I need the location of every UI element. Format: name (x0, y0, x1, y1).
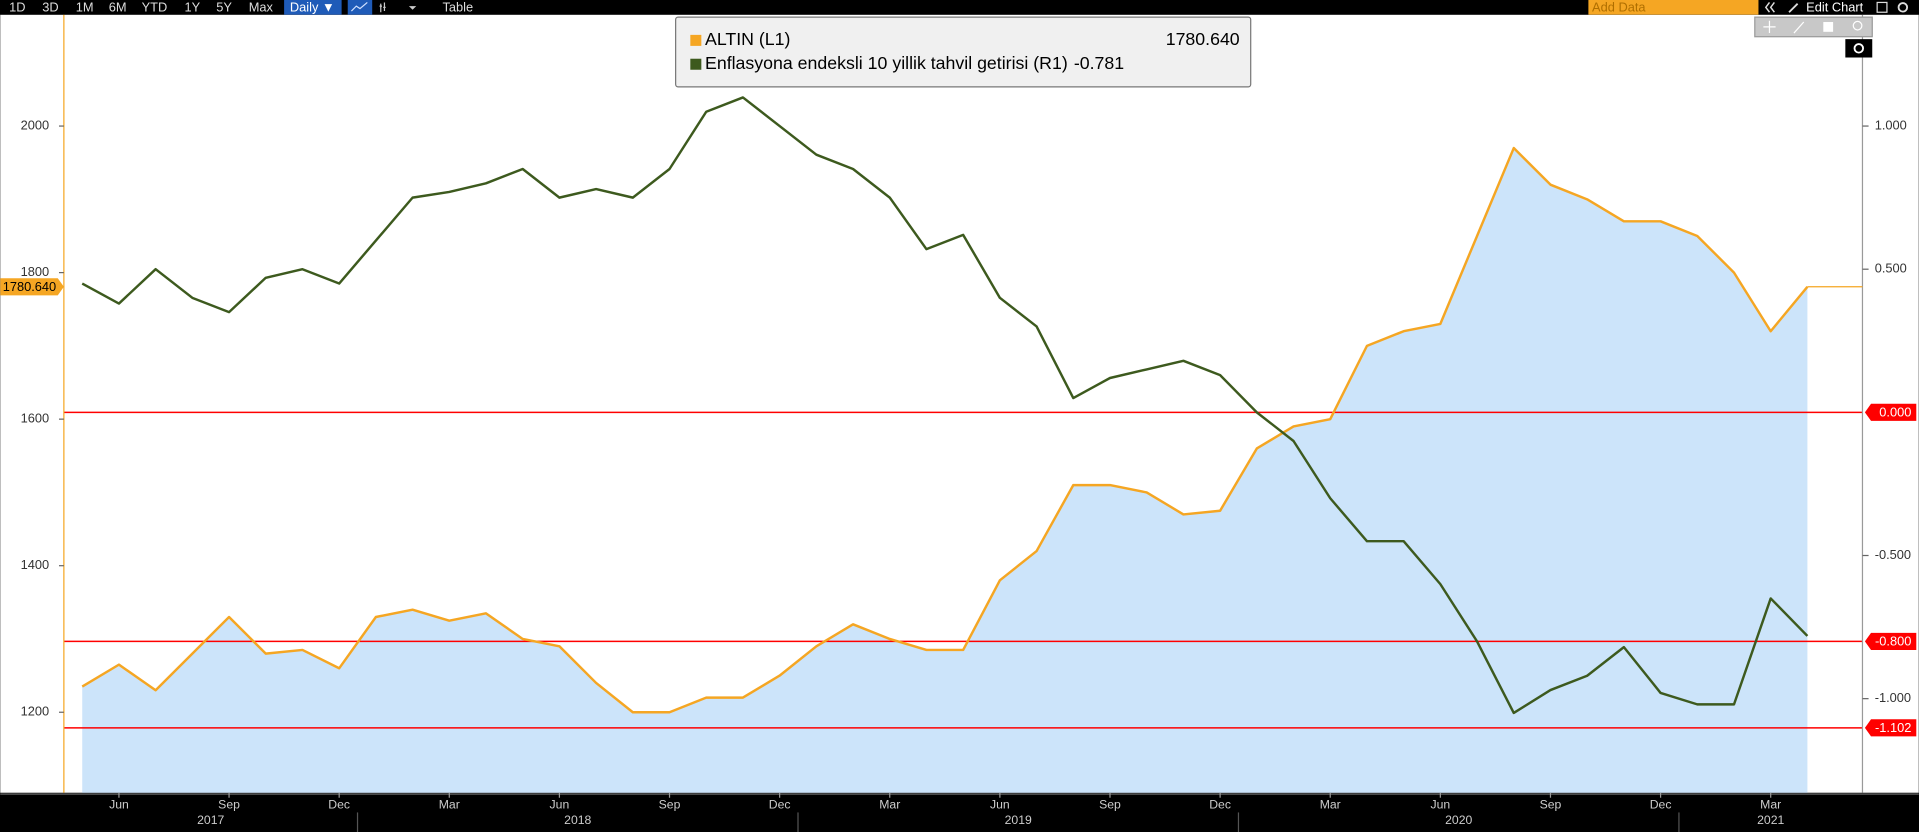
x-tick-label: Sep (1099, 797, 1121, 811)
x-year-label: 2020 (1445, 813, 1472, 827)
x-tick-label: Sep (659, 797, 681, 811)
area (82, 148, 1808, 793)
annotate-tool[interactable] (1823, 22, 1834, 32)
legend: ALTIN (L1) 1780.640 Enflasyona endeksli 10… (675, 16, 1252, 88)
x-tick-label: Mar (1760, 797, 1781, 811)
range-button[interactable]: 6M (109, 0, 127, 14)
tool-strip (1754, 16, 1873, 38)
last-value-tag (0, 278, 64, 296)
range-button[interactable]: Max (249, 0, 274, 14)
reference-label: 0.000 (1879, 404, 1911, 419)
line-icon (350, 1, 368, 12)
range-button[interactable]: 5Y (216, 0, 232, 14)
x-tick-label: Jun (990, 797, 1010, 811)
range-button[interactable]: 1Y (184, 0, 200, 14)
range-button[interactable]: 1D (9, 0, 25, 14)
x-tick-label: Sep (1540, 797, 1562, 811)
legend-box (675, 16, 1252, 88)
x-tick-label: Jun (550, 797, 570, 811)
reference-label: -1.102 (1875, 720, 1911, 735)
x-tick-label: Sep (218, 797, 240, 811)
x-year-label: 2019 (1005, 813, 1032, 827)
plot-area (63, 96, 1863, 793)
draw-tool[interactable] (1793, 21, 1805, 34)
chart-tools (1754, 16, 1873, 58)
edit-icon[interactable] (1876, 1, 1888, 13)
collapse-icon[interactable] (1764, 2, 1775, 13)
x-tick-label: Dec (1209, 797, 1231, 811)
x-tick-label: Dec (1650, 797, 1672, 811)
pencil-icon[interactable] (1788, 3, 1799, 13)
legend-value: -0.781 (1074, 53, 1124, 73)
reference-label: -0.800 (1875, 633, 1911, 648)
crosshair-tool[interactable] (1763, 20, 1776, 34)
y2-tick-label: -1.000 (1875, 690, 1911, 705)
x-tick-label: Mar (1320, 797, 1341, 811)
y-tick-label: 1800 (21, 264, 50, 279)
range-button[interactable]: 1M (76, 0, 94, 14)
series-line (81, 96, 1809, 715)
add-data-placeholder[interactable]: Add Data (1592, 0, 1646, 14)
add-data-input[interactable] (1588, 0, 1759, 15)
x-tick-label: Dec (769, 797, 791, 811)
y2-tick-label: 0.500 (1875, 261, 1907, 276)
x-year-label: 2021 (1757, 813, 1784, 827)
zoom-tool[interactable] (1852, 20, 1863, 31)
y2-tick-label: 1.000 (1875, 117, 1907, 132)
x-year-label: 2018 (564, 813, 591, 827)
toolbar: 1D 3D 1M 6M YTD 1Y 5Y Max Daily ▼ Table Add Data Ed… (0, 0, 1919, 15)
y-tick-label: 1400 (21, 557, 50, 572)
bar-icon[interactable] (379, 2, 386, 13)
reference-tag (1864, 403, 1917, 421)
y-tick-label: 2000 (21, 117, 50, 132)
table-button[interactable]: Table (443, 0, 474, 14)
last-value-label: 1780.640 (3, 279, 57, 294)
y2-tick-label: -0.500 (1875, 547, 1911, 562)
x-tick-label: Dec (328, 797, 350, 811)
frequency-button[interactable]: Daily ▼ (290, 0, 335, 14)
snapshot-icon (1853, 43, 1864, 54)
chart-type-button[interactable] (347, 0, 373, 15)
snapshot-button[interactable] (1845, 39, 1873, 58)
x-tick-label: Mar (879, 797, 900, 811)
settings-icon[interactable] (1897, 2, 1909, 13)
range-button[interactable]: 3D (42, 0, 58, 14)
x-tick-label: Jun (109, 797, 129, 811)
edit-chart-button[interactable]: Edit Chart (1806, 0, 1863, 14)
dropdown-icon[interactable] (408, 6, 417, 10)
reference-tag (1864, 632, 1917, 650)
legend-value: 1780.640 (1166, 29, 1240, 49)
axes: 1200 1400 1600 1800 2000 -1.000 -0.500 0.500 1.0… (0, 14, 1919, 832)
legend-swatch (690, 34, 702, 46)
y-tick-label: 1600 (21, 411, 50, 426)
toolbar-bar (0, 0, 1919, 15)
legend-label: Enflasyona endeksli 10 yillik tahvil get… (705, 53, 1068, 73)
frequency-button-bg[interactable] (284, 0, 342, 15)
legend-swatch (690, 58, 702, 70)
x-tick-label: Mar (439, 797, 460, 811)
y-tick-label: 1200 (21, 704, 50, 719)
x-year-label: 2017 (197, 813, 224, 827)
x-tick-label: Jun (1430, 797, 1450, 811)
x-axis-band (0, 792, 1919, 832)
reference-tag (1864, 719, 1917, 737)
series-line (81, 146, 1809, 714)
legend-label: ALTIN (L1) (705, 29, 790, 49)
range-button[interactable]: YTD (142, 0, 168, 14)
